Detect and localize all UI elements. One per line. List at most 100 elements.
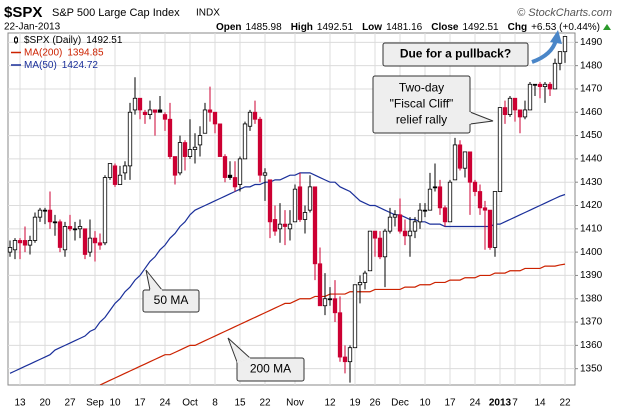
candle-body (42, 209, 48, 212)
candle-body (202, 109, 208, 134)
annotation-text: "Fiscal Cliff" (390, 97, 454, 111)
moving-averages (9, 172, 566, 385)
candle-body (122, 165, 128, 174)
candle-body (197, 135, 203, 146)
y-tick-label: 1380 (580, 293, 603, 304)
x-tick-label: Sep (86, 398, 104, 409)
candle-body (537, 83, 543, 88)
date: 22-Jan-2013 (4, 22, 61, 33)
candle-body (517, 109, 523, 118)
legend-value: 1424.72 (62, 60, 99, 71)
arrow-head (550, 30, 562, 44)
candle-body (422, 209, 428, 212)
candle-body (307, 186, 313, 211)
up-indicator (603, 24, 611, 30)
candle-body (117, 174, 123, 185)
y-tick-label: 1400 (580, 247, 603, 258)
x-tick-label: 19 (349, 398, 361, 409)
candle-body (227, 174, 233, 178)
stat-value: 1492.51 (317, 22, 354, 33)
candle-body (472, 181, 478, 192)
candle-body (107, 163, 113, 178)
candles (7, 36, 568, 383)
candle-body (272, 219, 278, 232)
candle-body (72, 228, 78, 231)
candle-body (142, 111, 148, 115)
candle-body (297, 186, 303, 220)
annotation-box (236, 357, 305, 382)
candle-body (17, 240, 23, 244)
candle-body (287, 223, 293, 230)
y-tick-label: 1390 (580, 270, 603, 281)
source: © StockCharts.com (517, 7, 612, 19)
candle-body (402, 230, 408, 237)
stat-label: Chg (508, 22, 527, 33)
candle-body (492, 191, 498, 248)
candle-body (542, 83, 548, 88)
candle-body (407, 230, 413, 237)
candle-body (477, 191, 483, 209)
candle-body (452, 144, 458, 181)
candle-body (457, 144, 463, 169)
y-tick-label: 1360 (580, 340, 603, 351)
candle-body (27, 240, 33, 246)
stat-label: High (291, 22, 313, 33)
chart-title: $SPX (4, 4, 42, 21)
legend-name: $SPX (Daily) (24, 35, 81, 46)
legend-value: 1394.85 (67, 47, 104, 58)
annotation-box (142, 289, 200, 313)
candle-body (442, 207, 448, 223)
legend-icon (14, 37, 18, 43)
stat-value: 1485.98 (246, 22, 283, 33)
candle-body (392, 214, 398, 218)
candle-body (277, 223, 283, 230)
x-tick-label: 12 (324, 398, 336, 409)
candle-body (312, 186, 318, 265)
annotation-text: relief rally (396, 113, 447, 127)
pointer-cover (236, 357, 251, 363)
candle-body (372, 230, 378, 239)
x-tick-label: 10 (419, 398, 431, 409)
candle-body (342, 356, 348, 363)
x-tick-label: 27 (64, 398, 76, 409)
candle-body (12, 240, 18, 251)
annotation-text: 50 MA (154, 293, 189, 307)
y-tick-label: 1490 (580, 37, 603, 48)
candle-body (222, 156, 228, 178)
candle-body (62, 226, 68, 251)
plot-area (7, 32, 576, 386)
stats: Open 1485.98 High 1492.51 Low 1481.16 Close 149… (216, 22, 600, 33)
candle-body (337, 312, 343, 358)
stat-label: Open (216, 22, 242, 33)
candle-body (437, 186, 443, 209)
legend-name: MA(50) (24, 60, 57, 71)
x-tick-label: 26 (369, 398, 381, 409)
candle-body (292, 188, 298, 223)
candle-body (252, 111, 258, 120)
legend-name: MA(200) (24, 47, 62, 58)
candle-body (237, 158, 243, 185)
candle-body (57, 221, 63, 248)
candle-body (302, 212, 308, 220)
candle-body (127, 111, 133, 167)
candle-body (157, 109, 163, 113)
candle-body (37, 209, 43, 218)
candle-body (257, 118, 263, 176)
x-tick-label: 2013 (489, 398, 512, 409)
y-tick-label: 1430 (580, 177, 603, 188)
candle-body (357, 282, 363, 286)
x-tick-label: 22 (259, 398, 271, 409)
x-tick-label: 24 (469, 398, 481, 409)
candle-body (112, 165, 118, 185)
x-tick-label: 8 (212, 398, 218, 409)
candle-body (167, 118, 173, 157)
candle-body (87, 237, 93, 253)
candle-body (547, 83, 553, 90)
grid (8, 33, 575, 385)
candle-body (52, 221, 58, 224)
ma-line (9, 172, 566, 374)
candle-body (397, 214, 403, 232)
annotations: Due for a pullback? Two-day "Fiscal Cliff"… (142, 30, 562, 382)
x-tick-label: Nov (286, 398, 304, 409)
